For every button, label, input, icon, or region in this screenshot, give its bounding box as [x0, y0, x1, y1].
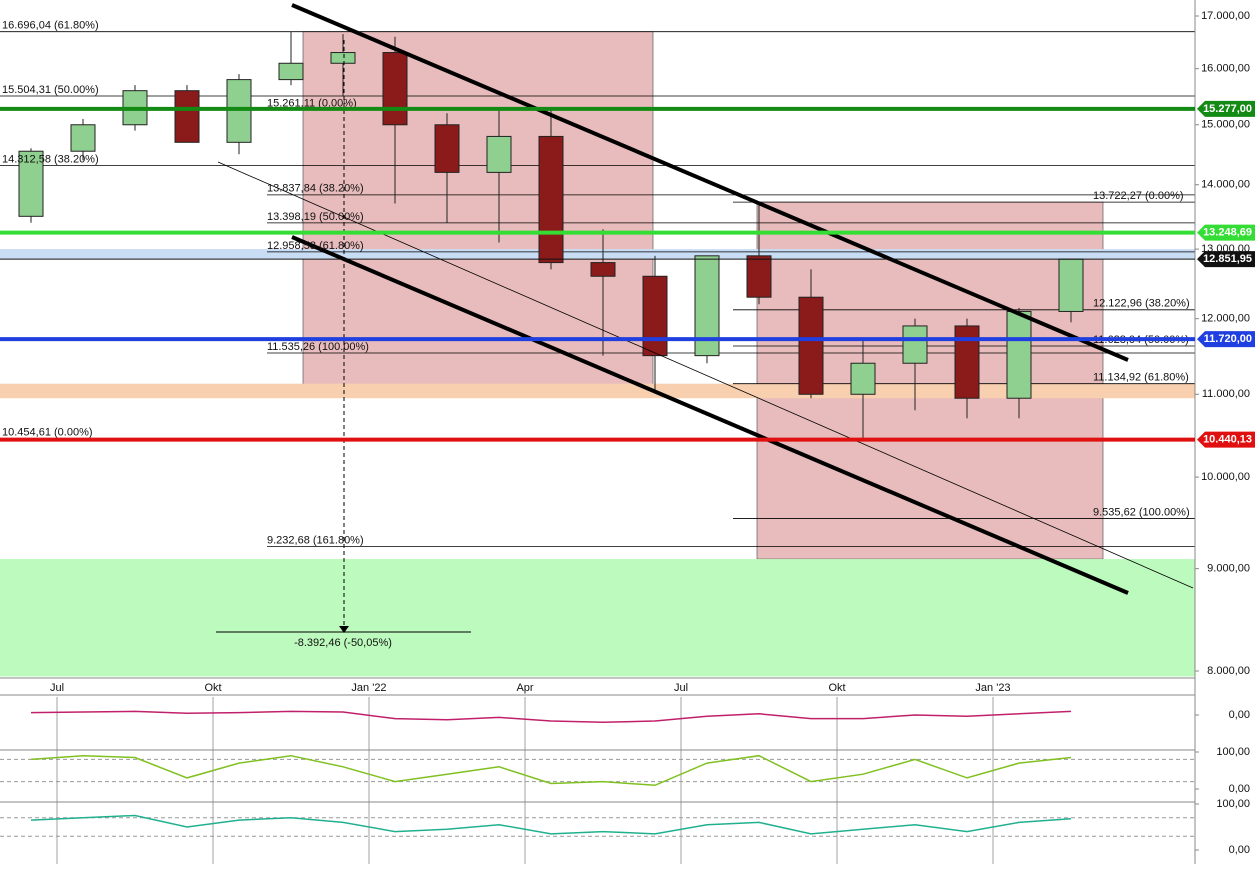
price-tag	[1197, 331, 1255, 348]
fib-label: 14.312,58 (38.20%)	[2, 153, 99, 165]
candle-body	[850, 362, 876, 395]
fib-label: 9.535,62 (100.00%)	[1093, 506, 1190, 518]
fib-label: 16.696,04 (61.80%)	[2, 20, 99, 32]
price-tag-label: 12.851,95	[1203, 253, 1252, 265]
price-tag	[1197, 431, 1255, 448]
y-tick-label: 14.000,00	[1201, 179, 1250, 191]
fib-label: 15.261,11 (0.00%)	[267, 98, 357, 110]
fib-label: 13.837,84 (38.20%)	[267, 183, 364, 195]
candle-body	[590, 262, 616, 277]
price-tag-label: 10.440,13	[1203, 434, 1252, 446]
fib-label: 11.134,92 (61.80%)	[1093, 372, 1189, 384]
candle-body	[434, 124, 460, 173]
y-tick-label: 0,00	[1229, 709, 1250, 721]
zone	[0, 383, 1195, 399]
fib-label: 10.454,61 (0.00%)	[2, 426, 93, 438]
candle-body	[70, 124, 96, 152]
price-tag	[1197, 224, 1255, 241]
price-tag-label: 15.277,00	[1203, 103, 1252, 115]
fib-label: 13.398,19 (50.00%)	[267, 211, 364, 223]
fib-label: 12.958,53 (61.80%)	[267, 240, 364, 252]
indicator-line	[30, 710, 1072, 723]
candle-body	[278, 62, 304, 81]
fib-label: 9.232,68 (161.80%)	[267, 534, 364, 546]
candle-body	[486, 135, 512, 173]
annotation: -8.392,46 (-50,05%)	[294, 637, 392, 649]
candle-body	[798, 296, 824, 395]
x-tick-label: Jan '22	[351, 682, 386, 694]
candle-body	[1058, 258, 1084, 312]
y-tick-label: 100,00	[1216, 798, 1250, 810]
y-tick-label: 0,00	[1229, 844, 1250, 856]
zone	[0, 559, 1195, 677]
y-tick-label: 10.000,00	[1201, 471, 1250, 483]
candle-body	[902, 325, 928, 364]
x-tick-label: Okt	[204, 682, 221, 694]
candle-body	[746, 255, 772, 298]
y-tick-label: 0,00	[1229, 783, 1250, 795]
candle-body	[642, 275, 668, 357]
price-tag-label: 13.248,69	[1203, 227, 1252, 239]
fib-label: 13.722,27 (0.00%)	[1093, 190, 1184, 202]
zone	[302, 31, 654, 395]
zone	[0, 249, 1195, 260]
x-tick-label: Jul	[674, 682, 688, 694]
y-tick-label: 12.000,00	[1201, 313, 1250, 325]
indicator-line	[30, 754, 1072, 787]
y-tick-label: 11.000,00	[1202, 388, 1250, 400]
candle-body	[1006, 310, 1032, 399]
fib-label: 12.122,96 (38.20%)	[1093, 298, 1190, 310]
fib-label: 11.535,26 (100.00%)	[267, 341, 369, 353]
x-tick-label: Okt	[828, 682, 845, 694]
candle-body	[538, 135, 564, 264]
candle-body	[226, 79, 252, 143]
y-tick-label: 100,00	[1216, 746, 1250, 758]
price-tag	[1197, 100, 1255, 117]
y-tick-label: 9.000,00	[1207, 563, 1250, 575]
candle-body	[18, 150, 44, 217]
y-tick-label: 16.000,00	[1201, 63, 1250, 75]
candle-body	[174, 90, 200, 143]
indicator-line	[30, 814, 1072, 835]
price-tag-label: 11.720,00	[1204, 333, 1252, 345]
y-tick-label: 17.000,00	[1201, 10, 1250, 22]
price-tag	[1197, 251, 1255, 268]
candle-body	[330, 52, 356, 64]
x-tick-label: Apr	[516, 682, 533, 694]
y-tick-label: 8.000,00	[1207, 665, 1250, 677]
y-tick-label: 15.000,00	[1201, 119, 1250, 131]
x-tick-label: Jul	[50, 682, 64, 694]
x-tick-label: Jan '23	[975, 682, 1010, 694]
candle-body	[954, 325, 980, 399]
fib-label: 15.504,31 (50.00%)	[2, 84, 99, 96]
candle-body	[382, 52, 408, 126]
